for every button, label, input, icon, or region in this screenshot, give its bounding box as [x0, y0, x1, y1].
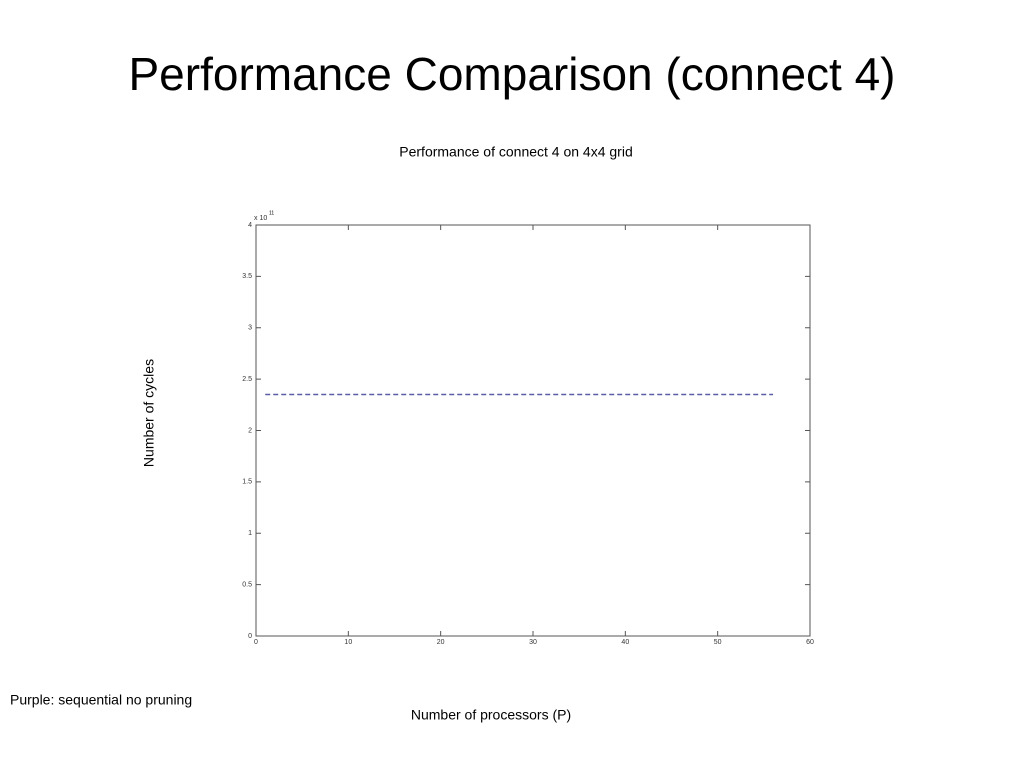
y-tick-label: 4 — [248, 222, 252, 229]
x-tick-label: 20 — [437, 639, 445, 646]
y-multiplier-exponent: 11 — [269, 210, 274, 216]
plot-frame — [255, 224, 811, 637]
x-axis-label: Number of processors (P) — [411, 707, 571, 723]
y-tick-label: 1 — [248, 530, 252, 537]
y-tick-label: 2 — [248, 427, 252, 434]
y-tick-label: 2.5 — [242, 376, 252, 383]
y-tick-label: 0.5 — [242, 581, 252, 588]
note: Purple: sequential no pruning — [10, 692, 192, 708]
chart-title: Performance of connect 4 on 4x4 grid — [399, 144, 632, 160]
y-tick-label: 1.5 — [242, 479, 252, 486]
x-tick-label: 50 — [714, 639, 722, 646]
y-multiplier: x 10 — [254, 215, 267, 222]
y-tick-label: 3 — [248, 325, 252, 332]
x-tick-label: 40 — [621, 639, 629, 646]
y-tick-label: 3.5 — [242, 273, 252, 280]
x-tick-label: 10 — [344, 639, 352, 646]
slide-title: Performance Comparison (connect 4) — [129, 48, 896, 100]
x-tick-label: 30 — [529, 639, 537, 646]
x-tick-label: 0 — [254, 639, 258, 646]
x-tick-label: 60 — [806, 639, 814, 646]
y-tick-label: 0 — [248, 633, 252, 640]
y-axis-label: Number of cycles — [141, 359, 157, 467]
